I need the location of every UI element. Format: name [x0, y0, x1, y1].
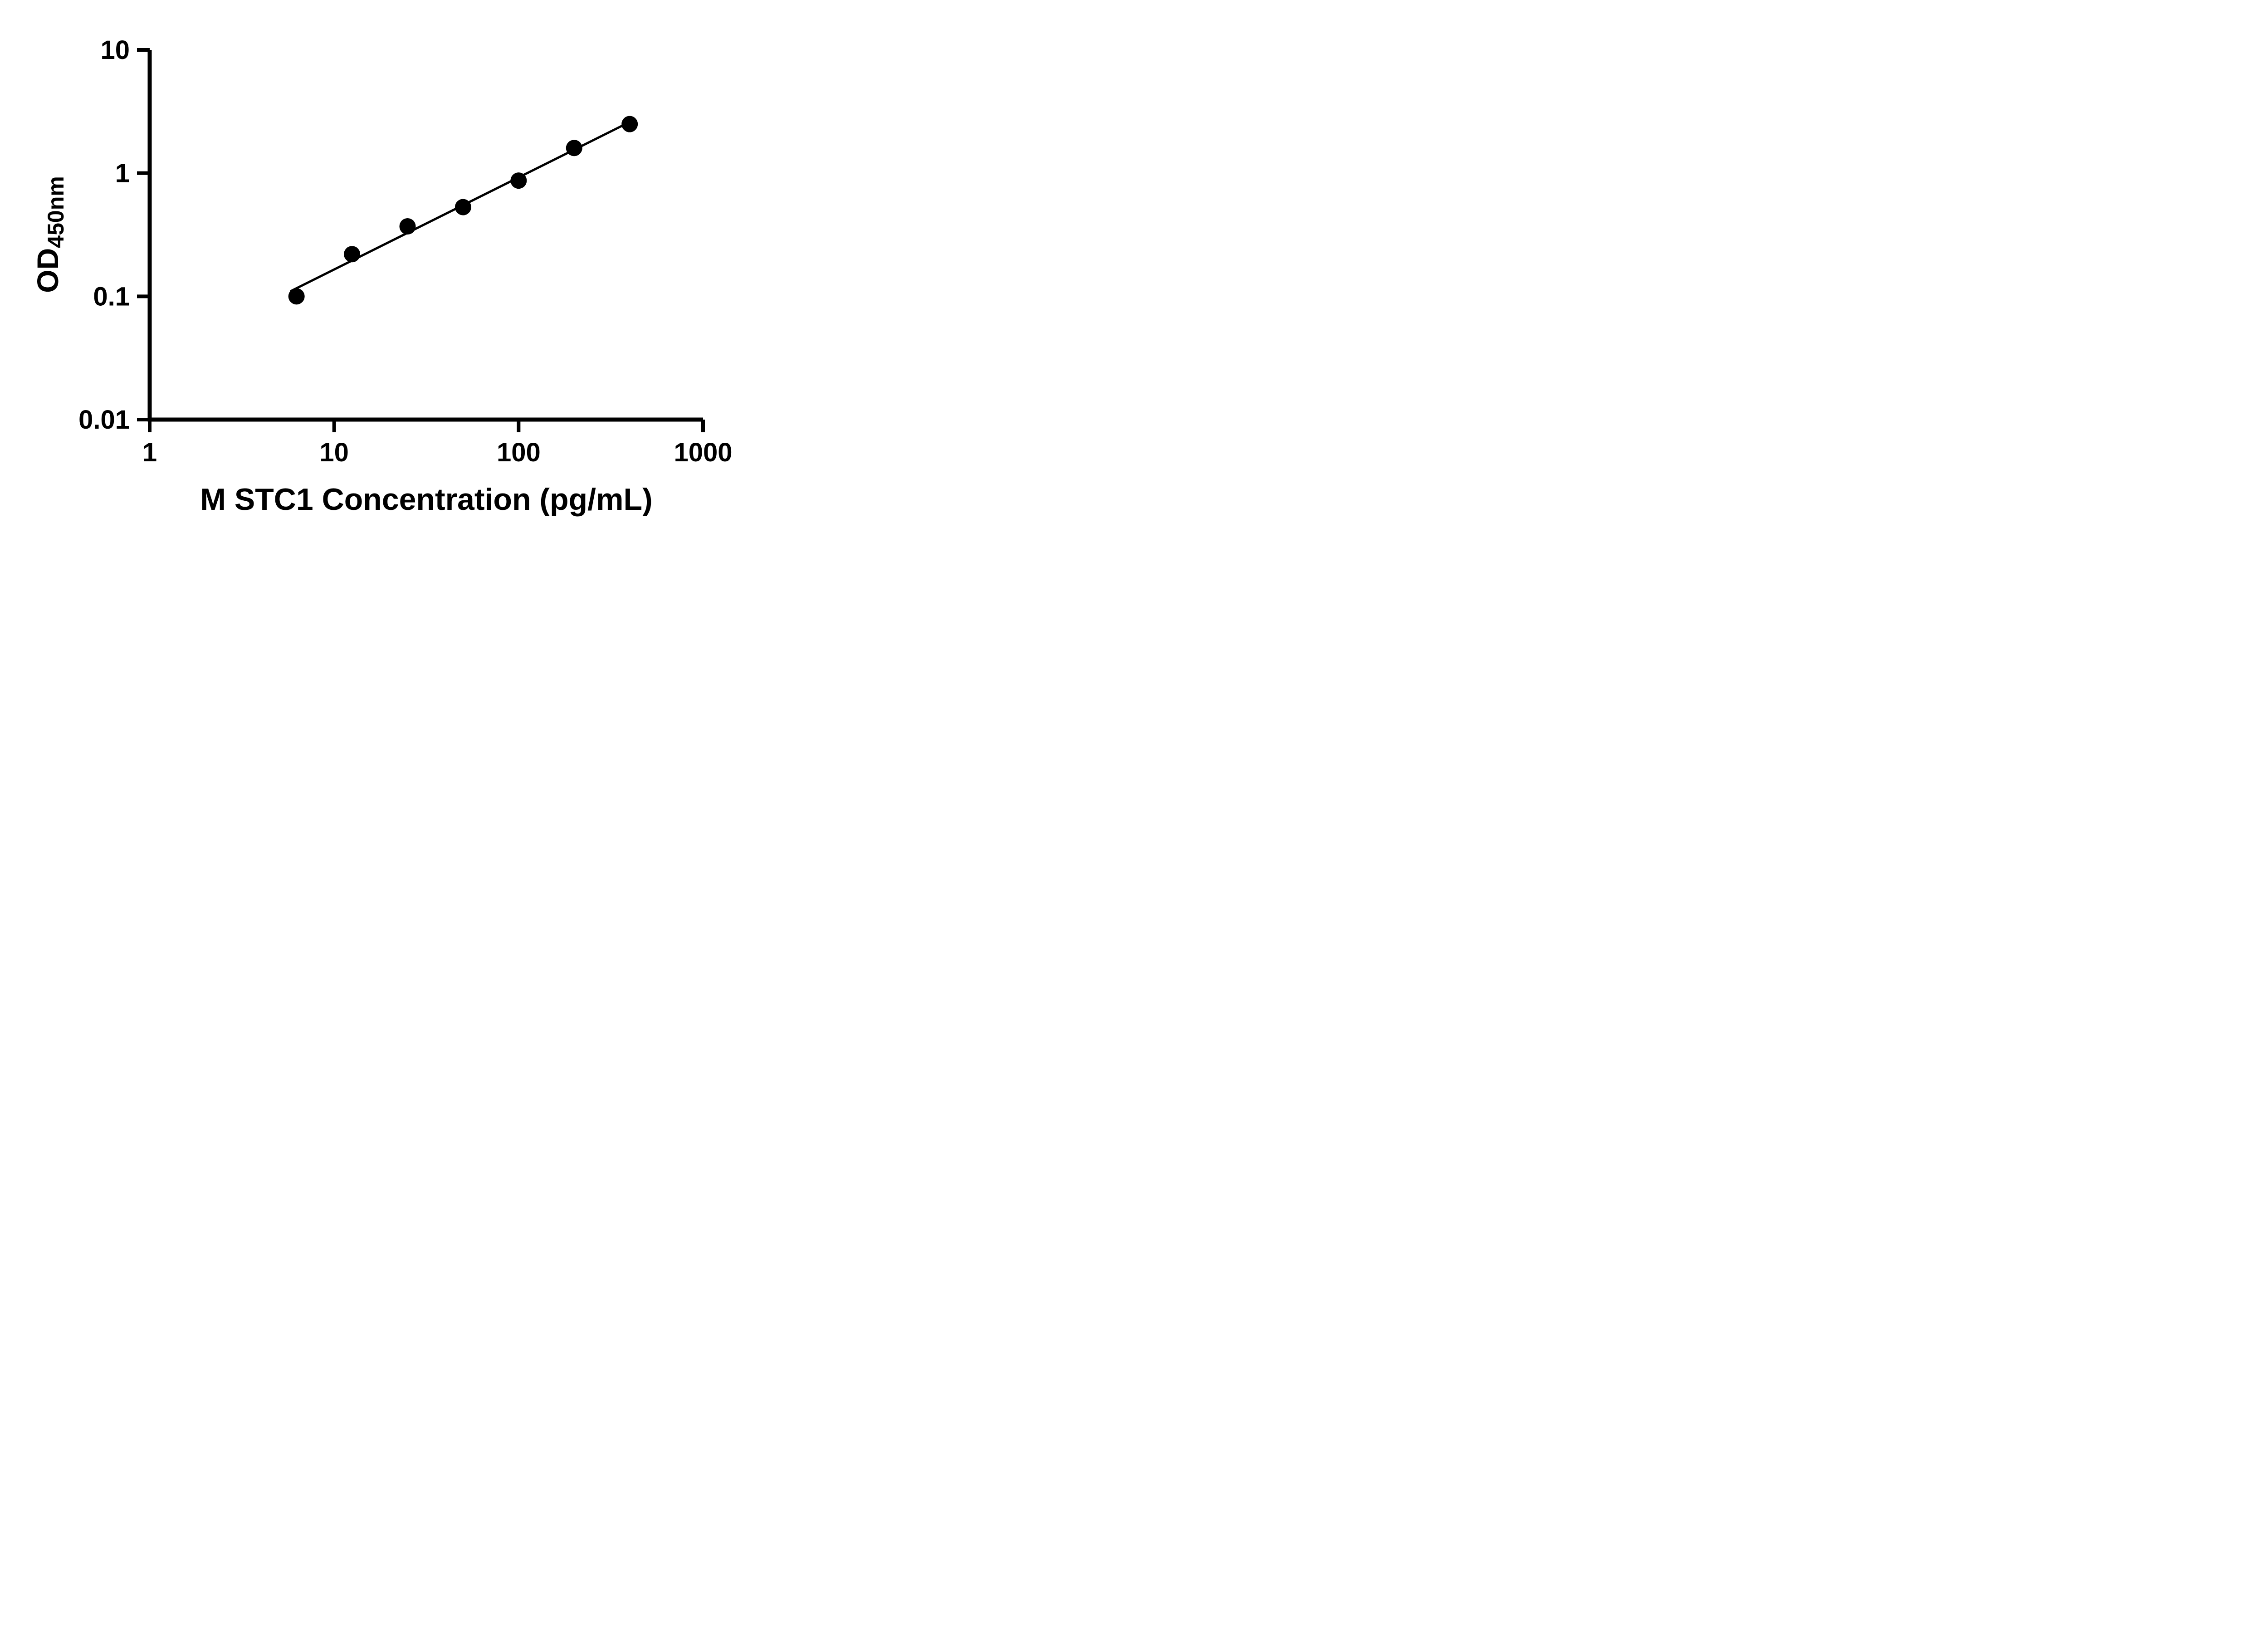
y-tick-label: 0.01	[78, 405, 130, 435]
y-axis-title-sub: 450nm	[43, 176, 68, 248]
data-point	[621, 116, 638, 132]
standard-curve-figure: 1 10 100 1000 0.01 0.1 1 10 OD450nm M STC1 Conc…	[0, 0, 776, 544]
data-point	[344, 246, 361, 263]
y-axis-title: OD450nm	[23, 49, 73, 420]
data-point	[399, 218, 416, 235]
x-tick-label: 1000	[674, 438, 732, 467]
data-point	[510, 172, 527, 189]
data-point	[566, 140, 582, 156]
x-tick-label: 10	[319, 438, 349, 467]
data-point	[455, 199, 471, 215]
x-tick-label: 1	[142, 438, 157, 467]
data-point	[288, 288, 305, 305]
standard-curve-chart: 1 10 100 1000 0.01 0.1 1 10	[78, 35, 732, 467]
y-tick-label: 10	[100, 35, 130, 65]
y-axis-title-main: OD	[31, 248, 64, 293]
y-tick-label: 1	[115, 159, 130, 188]
x-axis-title: M STC1 Concentration (pg/mL)	[200, 482, 653, 517]
y-tick-label: 0.1	[93, 282, 130, 311]
x-tick-label: 100	[497, 438, 541, 467]
axis-spines	[147, 50, 703, 422]
